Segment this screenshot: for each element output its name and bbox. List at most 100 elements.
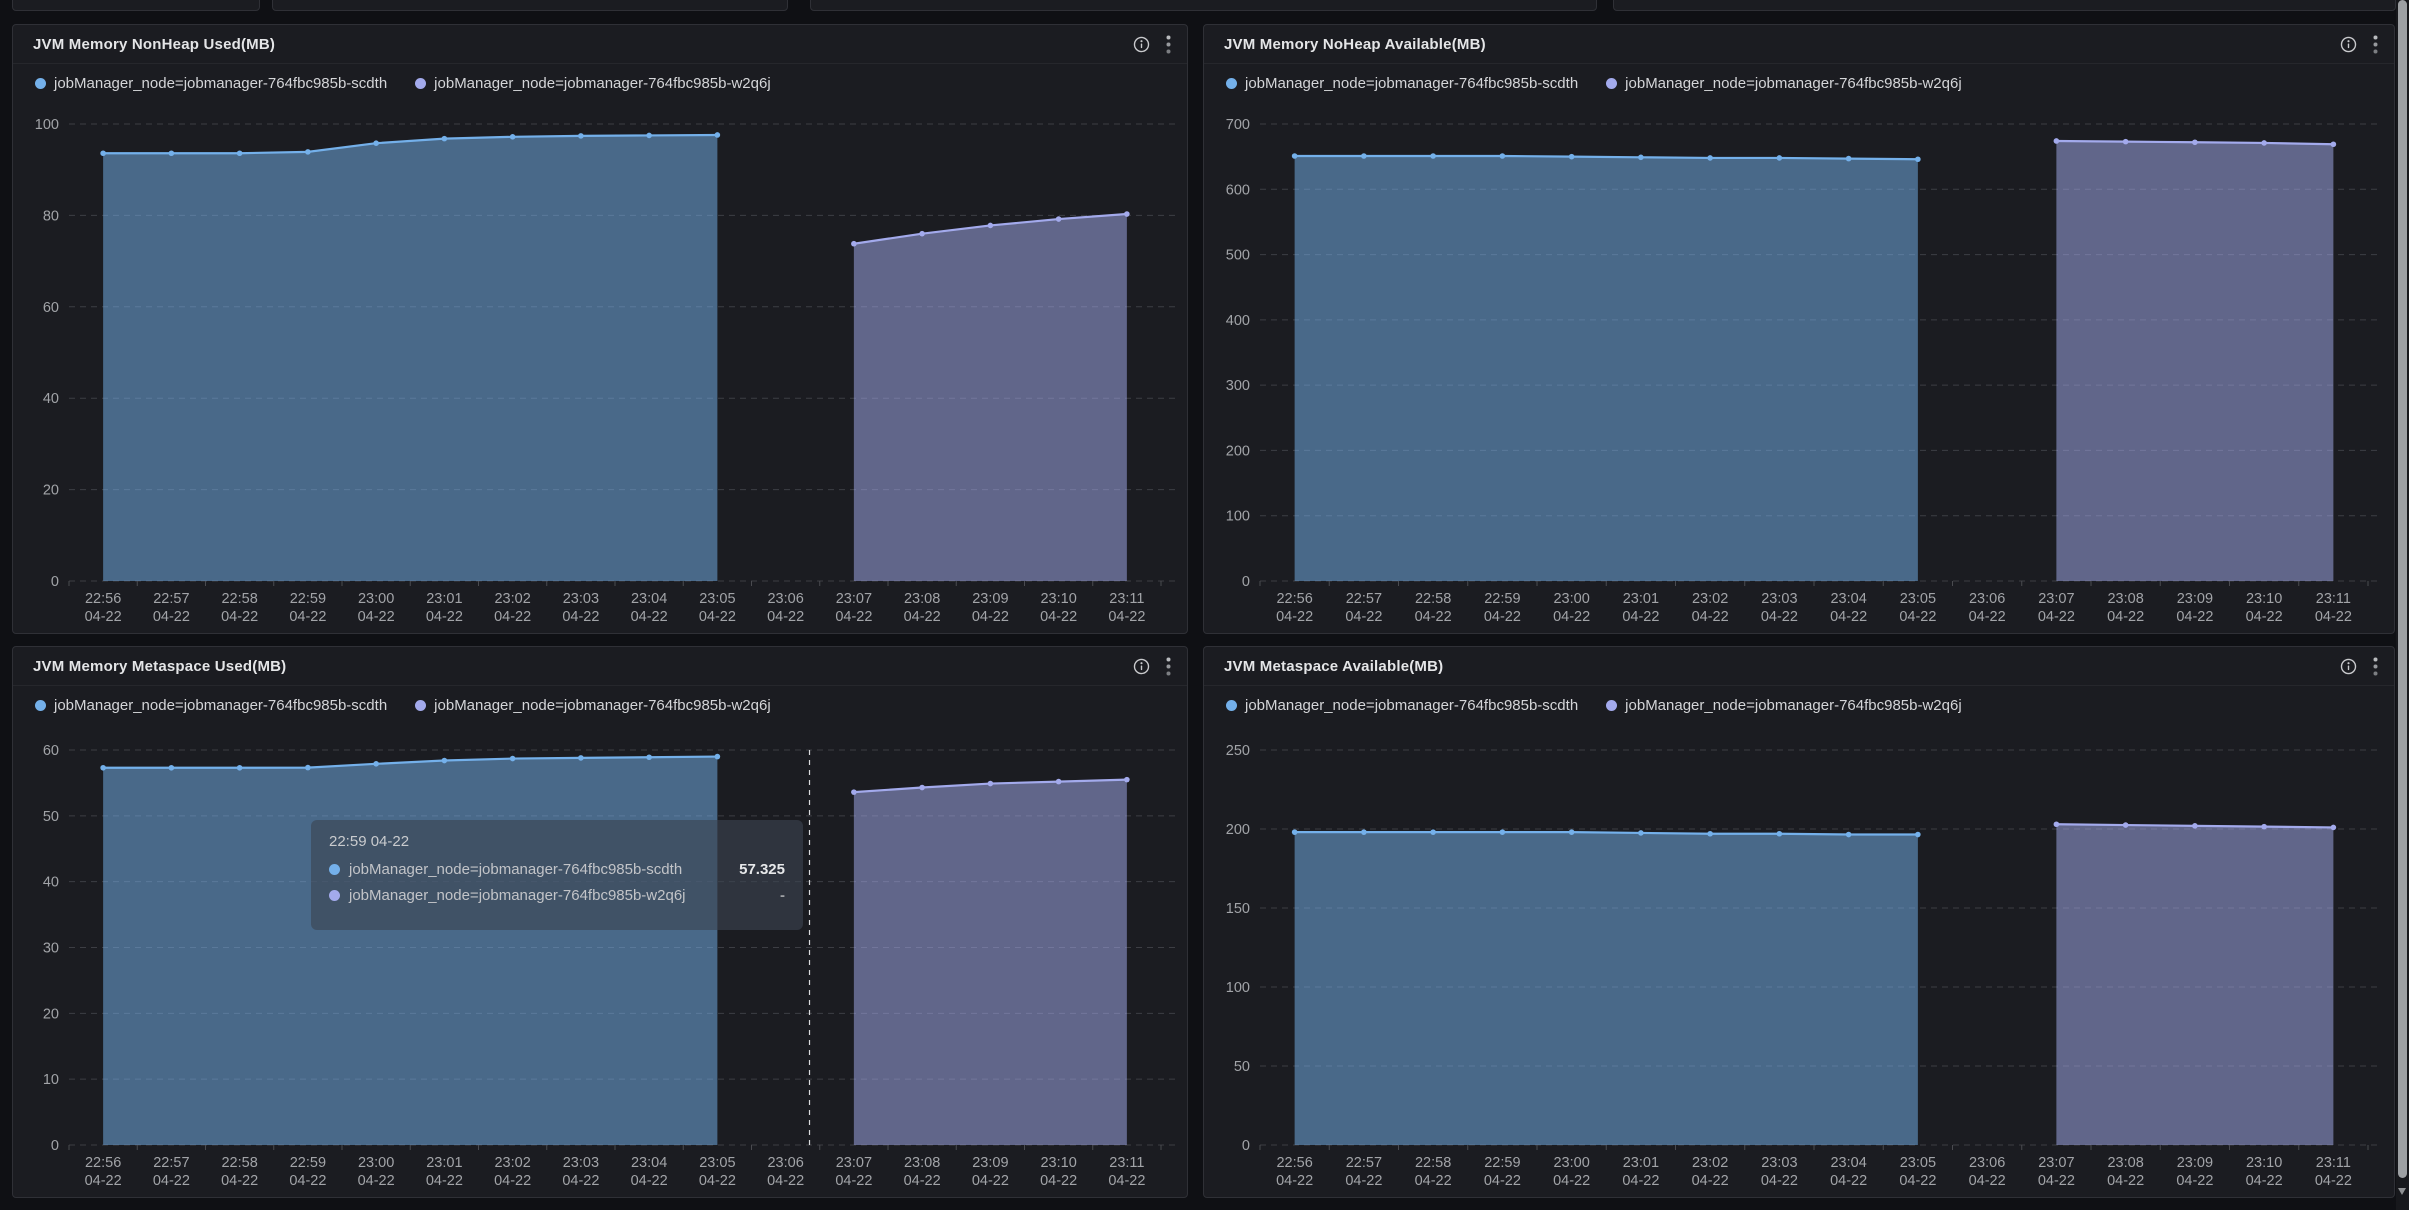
panel-jvm-nonheap-used: JVM Memory NonHeap Used(MB) jobManager_n… xyxy=(12,24,1188,634)
svg-text:04-22: 04-22 xyxy=(1969,1173,2006,1189)
svg-text:23:08: 23:08 xyxy=(2107,1155,2143,1171)
svg-text:04-22: 04-22 xyxy=(2315,1173,2352,1189)
svg-text:04-22: 04-22 xyxy=(767,1173,804,1189)
svg-text:04-22: 04-22 xyxy=(1040,609,1077,625)
svg-text:04-22: 04-22 xyxy=(562,609,599,625)
series2-color-dot xyxy=(1606,699,1618,711)
svg-text:22:58: 22:58 xyxy=(221,1155,257,1171)
scrollbar-down-arrow[interactable] xyxy=(2398,1188,2406,1195)
svg-text:04-22: 04-22 xyxy=(85,1173,122,1189)
legend-item-series2[interactable]: jobManager_node=jobmanager-764fbc985b-w2… xyxy=(1606,697,1962,714)
svg-text:04-22: 04-22 xyxy=(1761,609,1798,625)
svg-text:150: 150 xyxy=(1226,901,1250,917)
svg-text:23:00: 23:00 xyxy=(1553,591,1589,607)
area-chart-canvas[interactable]: 0 50 100 150 200 250 22:56 04-22 22:57 04-22 22:58… xyxy=(1204,720,2394,1197)
svg-text:22:56: 22:56 xyxy=(85,1155,121,1171)
svg-text:04-22: 04-22 xyxy=(426,1173,463,1189)
svg-text:20: 20 xyxy=(43,483,59,499)
svg-text:04-22: 04-22 xyxy=(1276,609,1313,625)
chart-area[interactable]: 0 50 100 150 200 250 22:56 04-22 22:57 04-22 22:58… xyxy=(1204,720,2394,1197)
svg-text:23:01: 23:01 xyxy=(1623,1155,1659,1171)
svg-text:04-22: 04-22 xyxy=(494,609,531,625)
svg-text:23:11: 23:11 xyxy=(1109,1155,1144,1171)
legend-label: jobManager_node=jobmanager-764fbc985b-w2… xyxy=(1625,696,1962,714)
svg-text:04-22: 04-22 xyxy=(2107,609,2144,625)
svg-text:04-22: 04-22 xyxy=(699,609,736,625)
legend-item-series2[interactable]: jobManager_node=jobmanager-764fbc985b-w2… xyxy=(1606,75,1962,92)
svg-text:23:04: 23:04 xyxy=(631,591,667,607)
info-icon[interactable] xyxy=(1133,36,1150,53)
panel-jvm-noheap-available: JVM Memory NoHeap Available(MB) jobManag… xyxy=(1203,24,2395,634)
svg-text:23:10: 23:10 xyxy=(1040,591,1076,607)
panel-title: JVM Memory NoHeap Available(MB) xyxy=(1224,35,1486,53)
svg-text:23:11: 23:11 xyxy=(1109,591,1144,607)
svg-text:23:09: 23:09 xyxy=(972,591,1008,607)
legend-item-series1[interactable]: jobManager_node=jobmanager-764fbc985b-sc… xyxy=(35,697,387,714)
series1-color-dot xyxy=(1226,77,1237,89)
svg-text:04-22: 04-22 xyxy=(1553,609,1590,625)
legend-label: jobManager_node=jobmanager-764fbc985b-sc… xyxy=(54,696,388,714)
svg-text:04-22: 04-22 xyxy=(1415,1173,1452,1189)
svg-text:23:00: 23:00 xyxy=(358,591,394,607)
chart-area[interactable]: 0 20 40 60 80 100 22:56 04-22 22:57 04-22 22:58 04-… xyxy=(13,98,1187,633)
info-icon[interactable] xyxy=(1133,658,1150,675)
svg-text:23:05: 23:05 xyxy=(699,591,735,607)
kebab-menu-icon[interactable] xyxy=(1166,657,1171,676)
svg-text:22:56: 22:56 xyxy=(1276,591,1312,607)
svg-text:23:02: 23:02 xyxy=(1692,1155,1728,1171)
svg-text:22:57: 22:57 xyxy=(1346,591,1382,607)
legend-item-series2[interactable]: jobManager_node=jobmanager-764fbc985b-w2… xyxy=(415,75,771,92)
svg-text:04-22: 04-22 xyxy=(972,1173,1009,1189)
svg-text:04-22: 04-22 xyxy=(1899,1173,1936,1189)
chart-area[interactable]: 0 100 200 300 400 500 600 700 22:56 04-22 22:57 04-… xyxy=(1204,98,2394,633)
legend-item-series1[interactable]: jobManager_node=jobmanager-764fbc985b-sc… xyxy=(1226,75,1578,92)
svg-text:23:03: 23:03 xyxy=(563,591,599,607)
legend-item-series2[interactable]: jobManager_node=jobmanager-764fbc985b-w2… xyxy=(415,697,771,714)
svg-text:04-22: 04-22 xyxy=(1899,609,1936,625)
svg-text:23:06: 23:06 xyxy=(767,591,803,607)
series2-color-dot xyxy=(415,699,427,711)
svg-text:04-22: 04-22 xyxy=(1969,609,2006,625)
svg-text:0: 0 xyxy=(51,574,59,590)
svg-text:04-22: 04-22 xyxy=(2176,609,2213,625)
svg-text:30: 30 xyxy=(43,941,59,957)
svg-text:23:03: 23:03 xyxy=(1761,591,1797,607)
vertical-scrollbar[interactable] xyxy=(2396,0,2409,1210)
chart-area[interactable]: 0 10 20 30 40 50 60 22:56 04-22 22:57 04-22 22:58 04… xyxy=(13,720,1187,1197)
svg-text:23:00: 23:00 xyxy=(1553,1155,1589,1171)
svg-text:50: 50 xyxy=(43,809,59,825)
kebab-menu-icon[interactable] xyxy=(2373,35,2378,54)
svg-text:04-22: 04-22 xyxy=(904,609,941,625)
panel-jvm-metaspace-used: JVM Memory Metaspace Used(MB) jobManager… xyxy=(12,646,1188,1198)
clipped-panel-above-2 xyxy=(272,0,788,11)
svg-text:20: 20 xyxy=(43,1006,59,1022)
svg-text:23:09: 23:09 xyxy=(2177,1155,2213,1171)
svg-text:04-22: 04-22 xyxy=(426,609,463,625)
legend-label: jobManager_node=jobmanager-764fbc985b-sc… xyxy=(1245,74,1579,92)
svg-text:04-22: 04-22 xyxy=(2315,609,2352,625)
info-icon[interactable] xyxy=(2340,658,2357,675)
legend-item-series1[interactable]: jobManager_node=jobmanager-764fbc985b-sc… xyxy=(35,75,387,92)
svg-text:04-22: 04-22 xyxy=(1040,1173,1077,1189)
panel-title: JVM Memory NonHeap Used(MB) xyxy=(33,35,276,53)
area-chart-canvas[interactable]: 0 100 200 300 400 500 600 700 22:56 04-22 22:57 04-… xyxy=(1204,98,2394,633)
svg-text:250: 250 xyxy=(1226,743,1250,759)
legend-item-series1[interactable]: jobManager_node=jobmanager-764fbc985b-sc… xyxy=(1226,697,1578,714)
kebab-menu-icon[interactable] xyxy=(2373,657,2378,676)
svg-text:22:59: 22:59 xyxy=(1484,591,1520,607)
info-icon[interactable] xyxy=(2340,36,2357,53)
svg-text:23:07: 23:07 xyxy=(2038,1155,2074,1171)
svg-text:22:57: 22:57 xyxy=(153,1155,189,1171)
svg-text:23:09: 23:09 xyxy=(972,1155,1008,1171)
kebab-menu-icon[interactable] xyxy=(1166,35,1171,54)
scrollbar-thumb[interactable] xyxy=(2398,0,2407,1178)
legend: jobManager_node=jobmanager-764fbc985b-sc… xyxy=(13,686,1187,720)
svg-text:22:56: 22:56 xyxy=(85,591,121,607)
svg-text:23:06: 23:06 xyxy=(1969,591,2005,607)
legend-label: jobManager_node=jobmanager-764fbc985b-sc… xyxy=(1245,696,1579,714)
svg-text:23:10: 23:10 xyxy=(2246,1155,2282,1171)
svg-text:100: 100 xyxy=(1226,980,1250,996)
panel-title: JVM Metaspace Available(MB) xyxy=(1224,657,1444,675)
area-chart-canvas[interactable]: 0 10 20 30 40 50 60 22:56 04-22 22:57 04-22 22:58 04… xyxy=(13,720,1187,1197)
area-chart-canvas[interactable]: 0 20 40 60 80 100 22:56 04-22 22:57 04-22 22:58 04-… xyxy=(13,98,1187,633)
